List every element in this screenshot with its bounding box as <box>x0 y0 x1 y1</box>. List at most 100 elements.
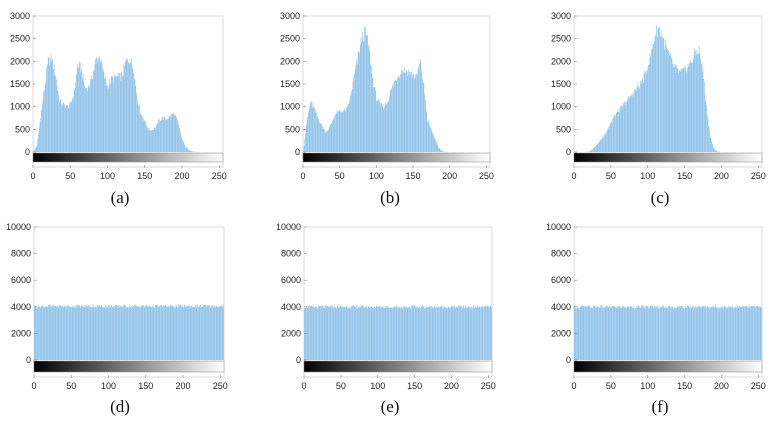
histogram-bar <box>589 305 591 360</box>
histogram-bar <box>702 306 704 360</box>
histogram-bar <box>335 114 336 152</box>
histogram-bar <box>87 91 88 152</box>
histogram-bar <box>401 308 403 360</box>
histogram-bar <box>647 305 649 360</box>
histogram-bar <box>118 304 120 360</box>
histogram-bar <box>757 306 759 360</box>
histogram-bar <box>640 305 642 360</box>
y-tick-label: 8000 <box>281 249 301 259</box>
histogram-bar <box>611 305 613 360</box>
histogram-bar <box>389 91 391 152</box>
y-tick-label: 0 <box>566 147 571 157</box>
y-tick-label: 2000 <box>281 328 301 338</box>
histogram-bar <box>695 53 697 152</box>
histogram-bar <box>691 307 693 360</box>
histogram-bar <box>179 131 181 152</box>
histogram-bar <box>67 108 69 152</box>
histogram-bar <box>136 98 138 152</box>
histogram-bar <box>692 59 694 153</box>
histogram-bar <box>759 306 760 360</box>
histogram-bar <box>681 68 683 152</box>
histogram-bar <box>399 77 401 152</box>
histogram-bar <box>161 119 163 152</box>
histogram-bar <box>376 100 378 152</box>
histogram-bar <box>355 306 357 360</box>
histogram-bar <box>700 59 701 152</box>
histogram-bar <box>84 307 86 360</box>
histogram-bar <box>340 111 342 152</box>
histogram-bar <box>760 307 762 360</box>
histogram-bar <box>151 130 153 152</box>
histogram-bar <box>166 307 168 360</box>
histogram-bar <box>431 307 433 360</box>
histogram-bar <box>645 305 647 360</box>
histogram-bar <box>454 307 456 360</box>
histogram-bar <box>210 307 212 360</box>
histogram-bar <box>401 73 403 152</box>
histogram-bar <box>697 306 699 360</box>
histogram-bar <box>317 117 319 152</box>
histogram-chart-a: 0 500 1000 1500 2000 2500 3000 0 50 100 150 200 250 <box>10 11 227 181</box>
histogram-bar <box>347 104 349 152</box>
histogram-bar <box>698 306 700 360</box>
histogram-bar <box>157 305 158 360</box>
histogram-bar <box>676 306 678 360</box>
histogram-bar <box>99 56 100 152</box>
histogram-bar <box>162 307 164 360</box>
histogram-bar <box>621 308 622 360</box>
histogram-bar <box>60 305 62 360</box>
y-tick-label: 6000 <box>281 275 301 285</box>
histogram-bar <box>406 307 408 360</box>
histogram-bar <box>393 307 395 360</box>
histogram-bar <box>392 308 393 360</box>
histogram-bar <box>175 304 177 360</box>
histogram-bar <box>159 119 160 152</box>
histogram-bar <box>425 308 426 360</box>
histogram-bar <box>421 307 423 360</box>
histogram-bar <box>189 305 190 360</box>
histogram-bar <box>46 67 48 152</box>
histogram-bar <box>586 305 588 360</box>
x-tick-label: 150 <box>677 171 692 181</box>
histogram-bar <box>647 70 649 152</box>
histogram-bar <box>320 306 322 360</box>
histogram-bar <box>310 102 311 152</box>
histogram-bar <box>427 121 428 152</box>
histogram-bar <box>89 86 91 152</box>
histogram-bar <box>660 31 662 152</box>
histogram-bar <box>41 109 42 152</box>
histogram-bar <box>107 88 109 152</box>
histogram-bar <box>149 130 151 152</box>
histogram-bar <box>137 306 139 360</box>
histogram-panel-f: 0 2000 4000 6000 8000 10000 0 50 100 150 200 250 (f… <box>540 213 775 426</box>
histogram-bar <box>213 307 215 360</box>
histogram-bar <box>351 88 353 152</box>
histogram-bar <box>184 305 186 360</box>
histogram-bar <box>114 305 115 360</box>
histogram-bar <box>663 306 665 360</box>
histogram-bar <box>582 306 584 360</box>
histogram-bar <box>212 305 213 360</box>
histogram-bar <box>99 60 101 152</box>
histogram-bar <box>81 77 83 152</box>
y-tick-label: 0 <box>25 147 30 157</box>
histogram-bar <box>375 90 376 152</box>
histogram-bar <box>435 308 437 360</box>
histogram-bar <box>673 64 675 152</box>
histogram-bar <box>72 97 74 152</box>
histogram-bar <box>346 306 348 360</box>
histogram-bar <box>687 306 689 360</box>
histogram-bar <box>46 306 48 360</box>
histogram-bar <box>43 307 45 360</box>
histogram-bar <box>690 62 692 152</box>
histogram-bar <box>433 305 435 360</box>
histogram-bar <box>68 305 70 360</box>
histogram-bar <box>197 304 198 360</box>
histogram-bar <box>441 151 443 152</box>
histogram-bar <box>424 308 426 360</box>
histogram-bar <box>77 63 79 152</box>
histogram-bar <box>153 127 155 152</box>
x-tick-label: 200 <box>175 171 190 181</box>
histogram-bar <box>58 94 59 152</box>
histogram-bar <box>109 78 111 152</box>
